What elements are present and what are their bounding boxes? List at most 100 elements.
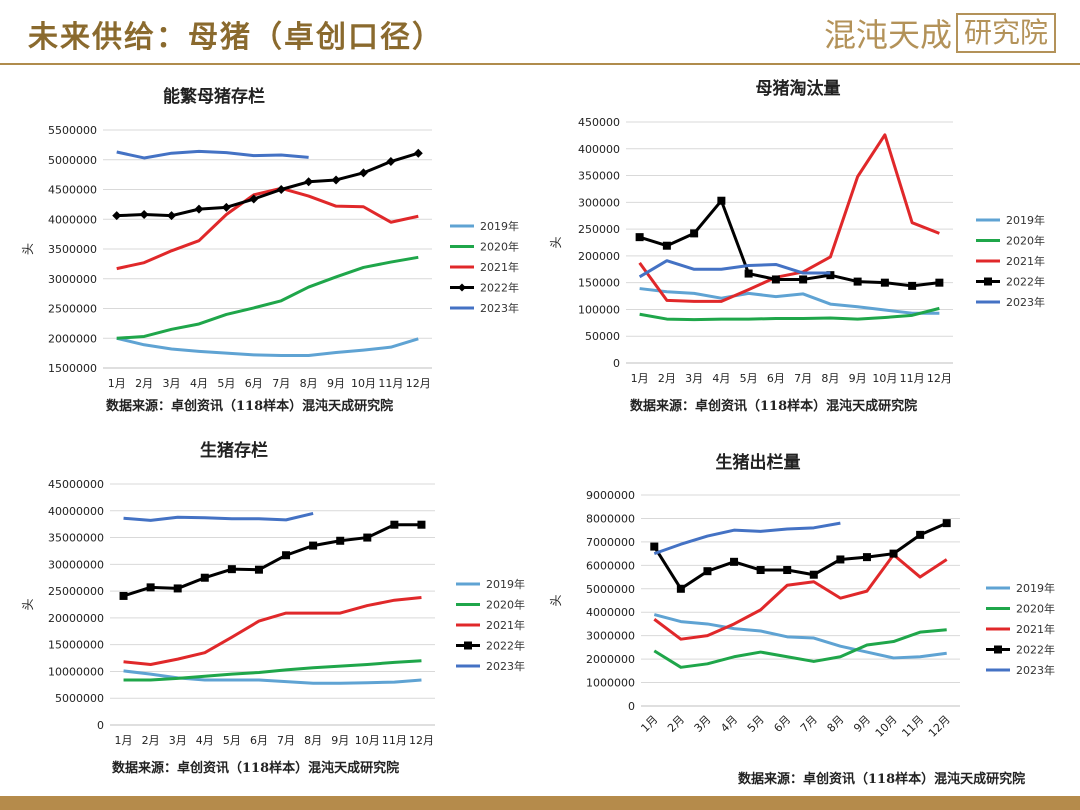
data-point <box>662 241 671 250</box>
brand-logo: 混沌天成 研究院 <box>824 12 1056 54</box>
x-tick-label: 11月 <box>382 734 407 747</box>
y-tick-label: 300000 <box>578 196 620 209</box>
y-tick-label: 150000 <box>578 277 620 290</box>
x-tick-label: 2月 <box>658 372 676 385</box>
data-point <box>173 584 182 593</box>
x-tick-label: 6月 <box>771 713 793 735</box>
legend-label: 2019年 <box>480 219 519 233</box>
chart-slaughter: 生猪出栏量 0 1000000 2000000 3000000 4000000 500000… <box>548 446 1068 766</box>
data-point <box>880 278 889 287</box>
x-tick-label: 6月 <box>767 372 785 385</box>
data-point <box>363 533 372 542</box>
legend-marker <box>984 277 992 286</box>
y-tick-label: 400000 <box>578 143 620 156</box>
data-point <box>744 269 753 278</box>
y-tick-label: 4000000 <box>48 213 97 226</box>
legend-label: 2021年 <box>480 260 519 274</box>
y-tick-label: 0 <box>97 719 104 732</box>
data-point <box>916 530 925 539</box>
legend-label: 2020年 <box>1016 602 1055 616</box>
slide-title: 未来供给：母猪（卓创口径） <box>28 20 444 55</box>
series-line-2022年 <box>653 521 948 591</box>
data-point <box>413 148 423 158</box>
series-line-2020年 <box>116 255 419 340</box>
x-tick-label: 8月 <box>821 372 839 385</box>
series-line-2023年 <box>123 511 314 522</box>
data-point <box>276 185 286 194</box>
series-line-2019年 <box>653 613 947 660</box>
x-tick-label: 7月 <box>277 734 295 747</box>
chart-title: 生猪出栏量 <box>716 452 801 473</box>
data-point <box>249 194 259 204</box>
legend-label: 2019年 <box>486 577 525 591</box>
legend-label: 2021年 <box>1016 622 1055 636</box>
x-tick-label: 6月 <box>245 377 263 390</box>
header-rule <box>0 63 1080 65</box>
legend-label: 2023年 <box>1006 295 1045 309</box>
x-tick-label: 1月 <box>108 377 126 390</box>
y-axis-label: 头 <box>21 598 35 610</box>
y-tick-label: 5500000 <box>48 124 97 137</box>
series-line-2021年 <box>116 186 419 271</box>
source-note-sows: 数据来源：卓创资讯（118样本）混沌天成研究院 <box>106 399 394 414</box>
footer-bar <box>0 796 1080 810</box>
data-point <box>703 567 712 576</box>
y-tick-label: 3000000 <box>48 273 97 286</box>
x-tick-label: 4月 <box>196 734 214 747</box>
chart-title: 能繁母猪存栏 <box>163 86 265 107</box>
brand-box: 研究院 <box>955 13 1056 53</box>
x-tick-label: 9月 <box>331 734 349 747</box>
y-tick-label: 0 <box>613 357 620 370</box>
slide-header: 未来供给：母猪（卓创口径） 混沌天成 研究院 <box>0 0 1080 65</box>
data-point <box>650 542 659 551</box>
legend-label: 2020年 <box>480 240 519 254</box>
legend-label: 2023年 <box>1016 663 1055 677</box>
data-point <box>221 202 231 212</box>
y-axis-label: 头 <box>549 236 563 248</box>
y-tick-label: 450000 <box>578 116 620 129</box>
x-tick-label: 5月 <box>217 377 235 390</box>
legend-label: 2019年 <box>1006 213 1045 227</box>
x-tick-label: 2月 <box>135 377 153 390</box>
x-tick-label: 6月 <box>250 734 268 747</box>
x-tick-label: 12月 <box>927 372 952 385</box>
x-tick-label: 1月 <box>631 372 649 385</box>
chart-svg-slaughter: 生猪出栏量 0 1000000 2000000 3000000 4000000 500000… <box>549 452 1055 740</box>
y-tick-label: 9000000 <box>586 489 635 502</box>
x-tick-label: 1月 <box>638 713 660 735</box>
chart-svg-culling: 母猪淘汰量 0 50000 100000 150000 200000 250000 30000… <box>549 78 1045 385</box>
x-tick-label: 10月 <box>355 734 380 747</box>
legend-label: 2019年 <box>1016 581 1055 595</box>
data-point <box>167 211 177 221</box>
series-line-2019年 <box>116 336 419 358</box>
x-tick-label: 4月 <box>190 377 208 390</box>
legend-label: 2022年 <box>1016 643 1055 657</box>
y-tick-label: 5000000 <box>586 583 635 596</box>
x-tick-label: 12月 <box>409 734 434 747</box>
y-tick-label: 350000 <box>578 170 620 183</box>
y-tick-label: 7000000 <box>586 536 635 549</box>
series-line-2020年 <box>123 659 422 682</box>
data-point <box>853 277 862 286</box>
data-point <box>112 211 122 221</box>
y-axis-label: 头 <box>549 594 563 606</box>
data-point <box>826 271 835 280</box>
data-point <box>282 551 291 560</box>
legend-label: 2023年 <box>486 659 525 673</box>
y-tick-label: 1000000 <box>586 677 635 690</box>
data-point <box>331 175 341 185</box>
y-tick-label: 5000000 <box>48 154 97 167</box>
y-tick-label: 40000000 <box>48 505 104 518</box>
series-line-2021年 <box>638 133 940 303</box>
y-tick-label: 4500000 <box>48 184 97 197</box>
y-tick-label: 0 <box>628 700 635 713</box>
series-line-2020年 <box>639 306 940 322</box>
series-line-2021年 <box>123 596 422 666</box>
x-tick-label: 7月 <box>272 377 290 390</box>
x-tick-label: 12月 <box>406 377 431 390</box>
data-point <box>417 520 426 529</box>
x-tick-label: 3月 <box>163 377 181 390</box>
chart-svg-sows: 能繁母猪存栏 1500000 2000000 2500000 3000000 350000… <box>21 86 519 390</box>
x-tick-label: 5月 <box>745 713 767 735</box>
data-point <box>146 583 155 592</box>
